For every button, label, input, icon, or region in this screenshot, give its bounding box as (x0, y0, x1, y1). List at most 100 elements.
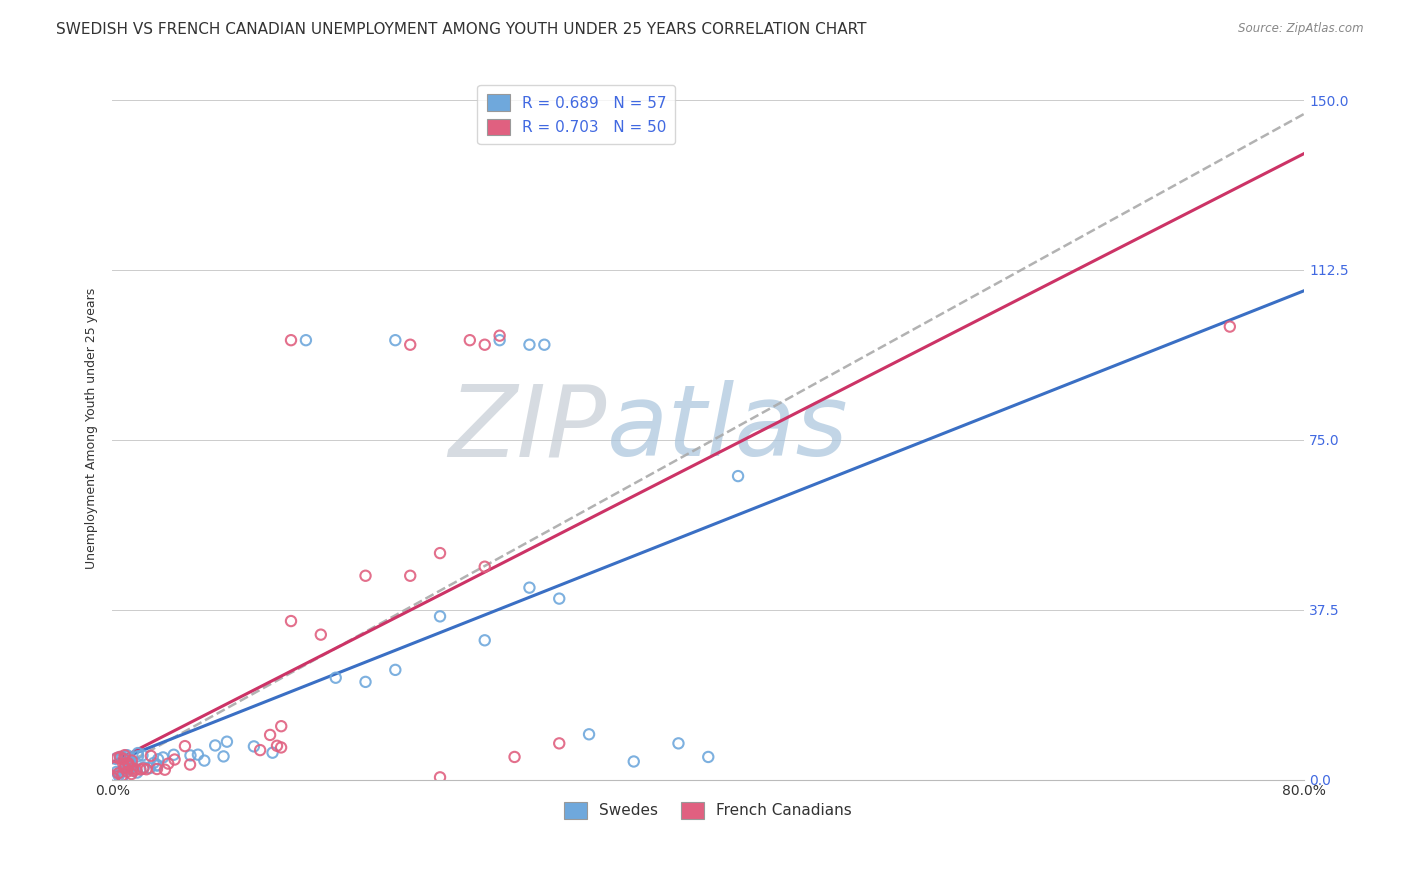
Point (114, 748, 136, 763)
Text: SWEDISH VS FRENCH CANADIAN UNEMPLOYMENT AMONG YOUTH UNDER 25 YEARS CORRELATION C: SWEDISH VS FRENCH CANADIAN UNEMPLOYMENT … (56, 22, 866, 37)
Point (474, 337, 496, 351)
Point (111, 769, 134, 783)
Point (121, 759, 143, 773)
Point (174, 739, 197, 753)
Point (243, 739, 266, 754)
Point (280, 614, 302, 628)
Point (105, 764, 128, 779)
Point (309, 627, 332, 641)
Point (519, 337, 541, 351)
Point (399, 568, 422, 582)
Point (697, 750, 720, 764)
Text: ZIP: ZIP (449, 380, 607, 477)
Point (179, 757, 201, 772)
Point (104, 769, 127, 783)
Point (578, 727, 600, 741)
Point (146, 758, 169, 772)
Point (259, 728, 281, 742)
Point (107, 769, 129, 783)
Point (295, 333, 318, 347)
Point (212, 749, 235, 764)
Point (153, 763, 176, 777)
Point (105, 751, 128, 765)
Point (262, 746, 284, 760)
Point (118, 758, 141, 772)
Point (399, 337, 422, 351)
Point (187, 747, 209, 762)
Text: Source: ZipAtlas.com: Source: ZipAtlas.com (1239, 22, 1364, 36)
Point (120, 752, 142, 766)
Point (121, 754, 143, 768)
Point (125, 763, 148, 777)
Point (266, 739, 288, 753)
Point (384, 663, 406, 677)
Point (129, 763, 152, 777)
Point (112, 761, 135, 775)
Point (548, 736, 571, 750)
Point (139, 748, 162, 763)
Point (146, 762, 169, 776)
Point (127, 765, 149, 780)
Text: atlas: atlas (607, 380, 849, 477)
Legend: Swedes, French Canadians: Swedes, French Canadians (558, 796, 858, 824)
Point (519, 581, 541, 595)
Point (429, 546, 451, 560)
Point (157, 756, 180, 771)
Point (384, 333, 406, 347)
Point (110, 765, 132, 780)
Point (108, 750, 131, 764)
Point (121, 762, 143, 776)
Point (146, 752, 169, 766)
Point (474, 633, 496, 648)
Point (120, 767, 142, 781)
Point (120, 760, 142, 774)
Point (111, 770, 134, 784)
Point (115, 749, 138, 764)
Point (115, 764, 138, 779)
Point (488, 333, 510, 347)
Point (668, 736, 690, 750)
Point (127, 746, 149, 760)
Point (127, 749, 149, 764)
Point (325, 671, 347, 685)
Point (1219, 319, 1241, 334)
Point (103, 772, 125, 786)
Point (503, 750, 526, 764)
Point (548, 591, 571, 606)
Point (270, 719, 292, 733)
Point (280, 333, 302, 347)
Point (474, 559, 496, 574)
Point (249, 743, 271, 757)
Point (112, 752, 135, 766)
Point (623, 755, 645, 769)
Point (193, 754, 215, 768)
Point (114, 761, 136, 775)
Point (117, 762, 139, 776)
Point (118, 754, 141, 768)
Point (458, 333, 481, 347)
Point (122, 764, 145, 778)
Point (429, 609, 451, 624)
Point (727, 469, 749, 483)
Point (104, 759, 127, 773)
Point (139, 761, 162, 775)
Point (163, 752, 186, 766)
Point (117, 759, 139, 773)
Point (114, 764, 136, 778)
Point (146, 758, 169, 772)
Point (533, 337, 555, 351)
Point (117, 756, 139, 771)
Point (152, 750, 174, 764)
Point (488, 328, 510, 343)
Point (215, 734, 238, 748)
Point (204, 739, 226, 753)
Point (429, 770, 451, 784)
Point (354, 568, 377, 582)
Point (132, 760, 155, 774)
Point (104, 752, 127, 766)
Point (108, 765, 131, 780)
Point (107, 766, 129, 780)
Point (131, 748, 153, 763)
Point (142, 756, 165, 770)
Point (111, 749, 134, 764)
